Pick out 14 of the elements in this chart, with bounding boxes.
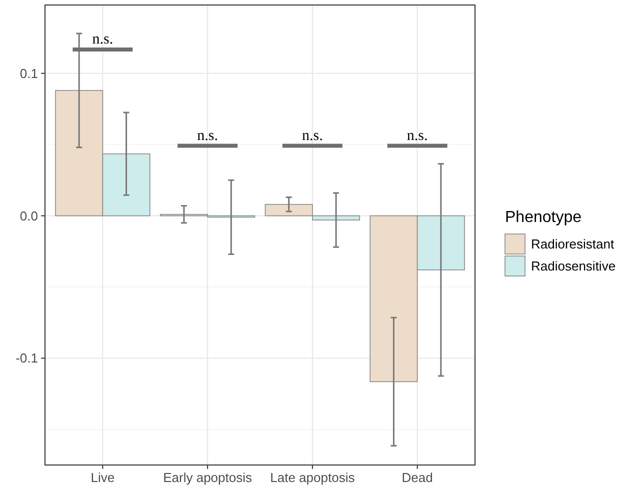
x-tick-label: Early apoptosis [163,470,252,485]
x-tick-label: Dead [402,470,433,485]
legend-title: Phenotype [505,209,582,226]
annotation: n.s. [92,31,114,48]
legend-label: Radiosensitive [531,258,616,274]
x-tick-label: Late apoptosis [270,470,356,485]
annotation: n.s. [302,128,323,144]
y-tick-label: -0.1 [16,350,38,366]
legend-label: Radioresistant [531,236,614,252]
x-tick-label: Live [90,470,115,485]
annotation: n.s. [197,128,218,144]
y-tick-label: 0.0 [20,208,38,224]
annotation: n.s. [406,128,428,144]
y-tick-label: 0.1 [20,66,38,81]
